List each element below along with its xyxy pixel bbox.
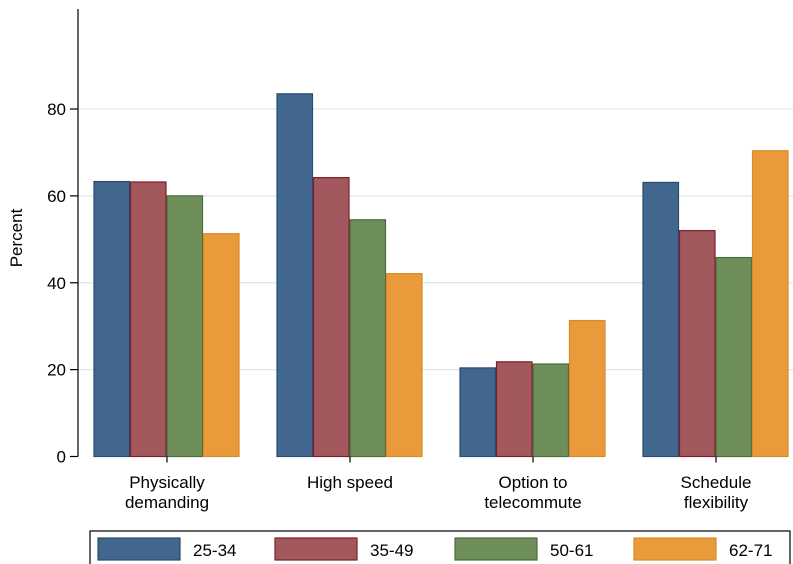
- x-category-label: Schedule: [681, 473, 752, 492]
- x-category-label: Option to: [499, 473, 568, 492]
- x-category-label: flexibility: [684, 493, 749, 512]
- legend-swatch-35-49: [274, 537, 358, 561]
- legend-swatch-62-71: [633, 537, 717, 561]
- bars: [93, 93, 789, 458]
- bar-62-71-1: [385, 273, 423, 458]
- x-category-label: High speed: [307, 473, 393, 492]
- y-tick-label: 80: [47, 100, 66, 119]
- y-tick-label: 0: [57, 448, 66, 467]
- bar-62-71-0: [202, 233, 240, 458]
- x-category-label: telecommute: [484, 493, 581, 512]
- y-axis: 0 20 40 60 80: [47, 9, 79, 467]
- bar-25-34-1: [276, 93, 314, 458]
- bar-25-34-3: [642, 181, 680, 458]
- legend-label: 62-71: [729, 541, 772, 560]
- bar-25-34-0: [93, 180, 131, 458]
- legend-label: 35-49: [370, 541, 413, 560]
- legend-swatch-50-61: [454, 537, 538, 561]
- legend: 25-34 35-49 50-61 62-71: [89, 530, 791, 564]
- y-tick-label: 20: [47, 361, 66, 380]
- x-category-label: Physically: [129, 473, 205, 492]
- bar-50-61-2: [532, 363, 570, 458]
- legend-label: 50-61: [550, 541, 593, 560]
- bar-50-61-0: [166, 195, 204, 458]
- bar-35-49-3: [678, 230, 716, 458]
- bar-35-49-2: [495, 361, 533, 458]
- bar-35-49-0: [129, 181, 167, 458]
- y-tick-label: 60: [47, 187, 66, 206]
- legend-label: 25-34: [193, 541, 236, 560]
- legend-swatch-25-34: [97, 537, 181, 561]
- x-category-label: demanding: [125, 493, 209, 512]
- y-axis-title: Percent: [7, 208, 26, 267]
- bar-25-34-2: [459, 367, 497, 458]
- bar-50-61-3: [715, 256, 753, 458]
- bar-62-71-3: [751, 150, 789, 458]
- y-tick-label: 40: [47, 274, 66, 293]
- bar-35-49-1: [312, 177, 350, 458]
- bar-62-71-2: [568, 319, 606, 458]
- bar-50-61-1: [349, 219, 387, 458]
